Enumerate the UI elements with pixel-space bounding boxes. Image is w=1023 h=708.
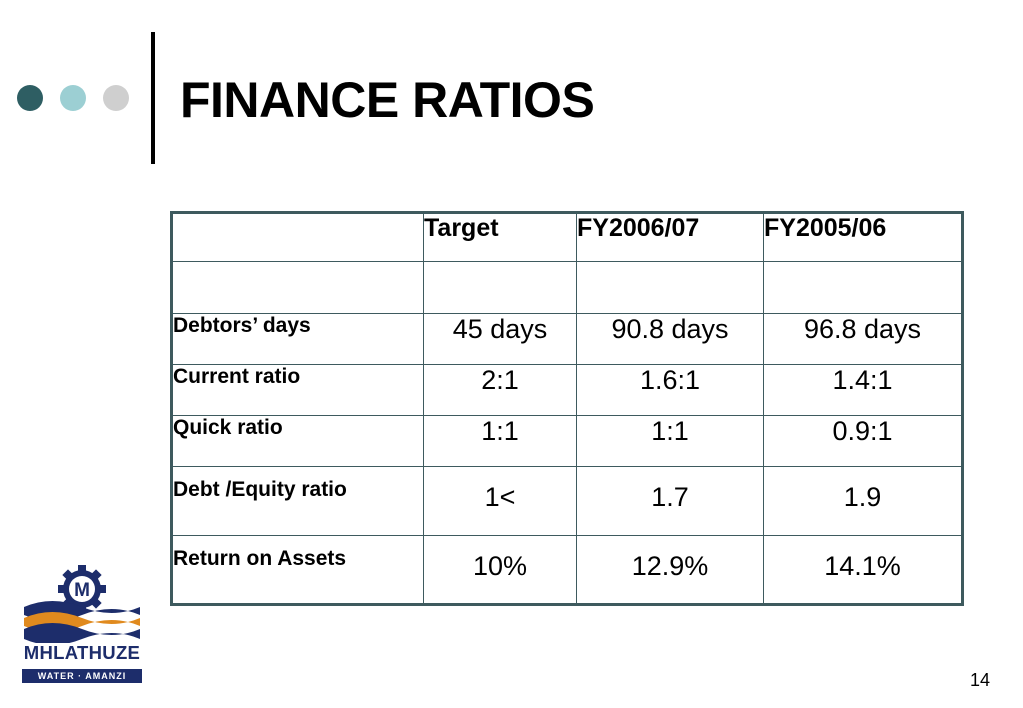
mhlathuze-logo: M MHLATHUZE WATER · AMANZI [22,563,142,685]
logo-wordmark: MHLATHUZE [23,642,141,663]
svg-text:M: M [74,580,90,601]
header-cell-empty [171,212,424,262]
row-label: Current ratio [171,364,424,416]
header-cell-fy2006: FY2006/07 [576,212,764,262]
table-cell: 1:1 [423,415,577,467]
decorative-dot-dark [17,85,43,111]
table-cell: 14.1% [763,535,963,605]
row-label: Debt /Equity ratio [171,466,424,536]
table-cell: 1:1 [576,415,764,467]
decorative-dot-grey [103,85,129,111]
table-row-blank [171,261,963,314]
finance-ratios-table: Target FY2006/07 FY2005/06 Debtors’ days… [170,211,964,606]
table-cell: 45 days [423,313,577,365]
table-cell: 1.7 [576,466,764,536]
table-cell: 2:1 [423,364,577,416]
table-row: Return on Assets 10% 12.9% 14.1% [171,535,963,605]
table-cell [171,261,424,314]
table-row: Current ratio 2:1 1.6:1 1.4:1 [171,364,963,416]
table-row: Debtors’ days 45 days 90.8 days 96.8 day… [171,313,963,365]
table-row: Quick ratio 1:1 1:1 0.9:1 [171,415,963,467]
table-cell: 0.9:1 [763,415,963,467]
header-cell-target: Target [423,212,577,262]
header-cell-fy2005: FY2005/06 [763,212,963,262]
page-number: 14 [969,670,990,690]
table-cell: 1.6:1 [576,364,764,416]
row-label: Debtors’ days [171,313,424,365]
table-cell: 90.8 days [576,313,764,365]
slide-title: FINANCE RATIOS [180,72,595,128]
table-cell [576,261,764,314]
table-row: Debt /Equity ratio 1< 1.7 1.9 [171,466,963,536]
table-cell: 1< [423,466,577,536]
gear-m-icon: M [24,565,140,645]
title-divider [151,32,155,164]
decorative-dot-light [60,85,86,111]
table-cell: 96.8 days [763,313,963,365]
table-cell [763,261,963,314]
table-cell: 10% [423,535,577,605]
logo-tagline: WATER · AMANZI [22,669,142,683]
table-cell: 12.9% [576,535,764,605]
table-cell [423,261,577,314]
table-cell: 1.9 [763,466,963,536]
row-label: Return on Assets [171,535,424,605]
row-label: Quick ratio [171,415,424,467]
table-header-row: Target FY2006/07 FY2005/06 [171,212,963,262]
table-cell: 1.4:1 [763,364,963,416]
